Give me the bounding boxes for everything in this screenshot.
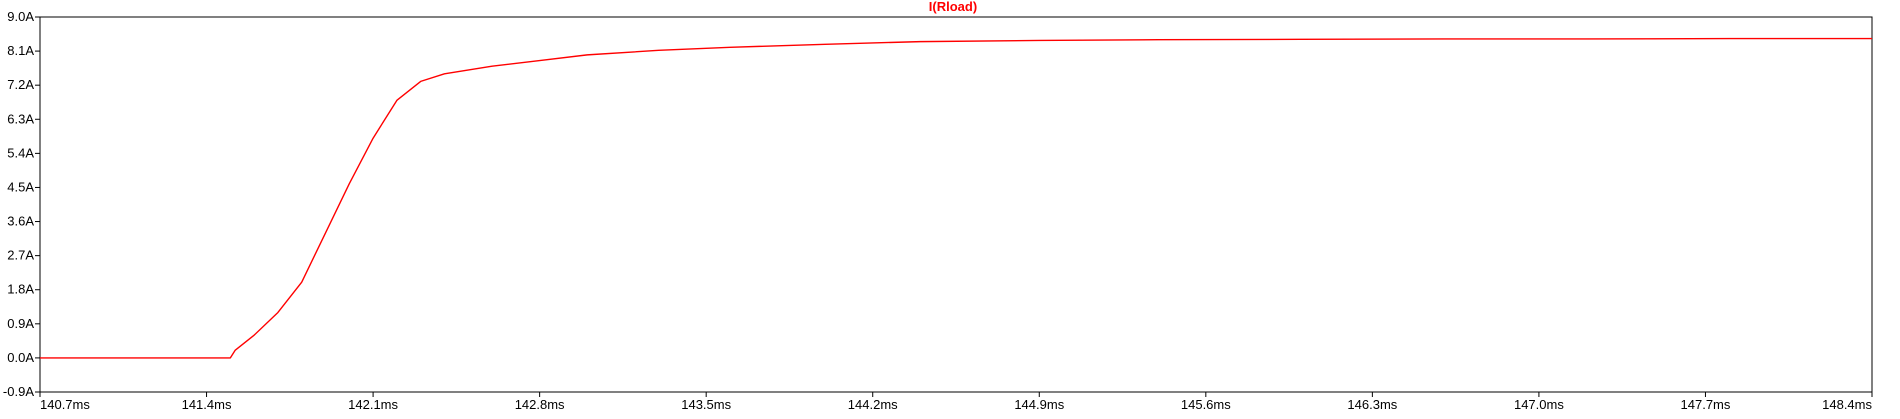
x-tick-label: 140.7ms xyxy=(40,397,90,412)
x-tick-label: 141.4ms xyxy=(182,397,232,412)
y-tick-label: 5.4A xyxy=(7,145,34,160)
x-tick-label: 142.1ms xyxy=(348,397,398,412)
y-tick-label: 8.1A xyxy=(7,43,34,58)
y-tick-label: 7.2A xyxy=(7,77,34,92)
y-tick-label: -0.9A xyxy=(3,384,34,399)
y-tick-label: 4.5A xyxy=(7,179,34,194)
y-tick-label: 6.3A xyxy=(7,111,34,126)
x-axis: 140.7ms 141.4ms 142.1ms 142.8ms 143.5ms 144.2… xyxy=(39,392,1873,412)
x-tick-label: 148.4ms xyxy=(1822,397,1872,412)
x-tick-label: 142.8ms xyxy=(515,397,565,412)
y-tick-label: 0.9A xyxy=(7,316,34,331)
y-axis: 9.0A 8.1A 7.2A 6.3A 5.4A 4.5A 3.6A 2.7A 1.8A 0.9A… xyxy=(3,9,40,399)
y-tick-label: 1.8A xyxy=(7,282,34,297)
y-tick-label: 2.7A xyxy=(7,248,34,263)
y-tick-label: 0.0A xyxy=(7,350,34,365)
series-layer xyxy=(40,37,1872,359)
x-tick-label: 143.5ms xyxy=(681,397,731,412)
x-tick-label: 146.3ms xyxy=(1347,397,1397,412)
x-tick-label: 147.7ms xyxy=(1681,397,1731,412)
chart-title: I(Rload) xyxy=(929,0,977,14)
x-tick-label: 144.2ms xyxy=(848,397,898,412)
y-tick-label: 3.6A xyxy=(7,214,34,229)
series-line xyxy=(40,37,1872,359)
x-tick-label: 147.0ms xyxy=(1514,397,1564,412)
plot-frame xyxy=(39,16,1873,393)
y-tick-label: 9.0A xyxy=(7,9,34,24)
x-tick-label: 144.9ms xyxy=(1014,397,1064,412)
x-tick-label: 145.6ms xyxy=(1181,397,1231,412)
